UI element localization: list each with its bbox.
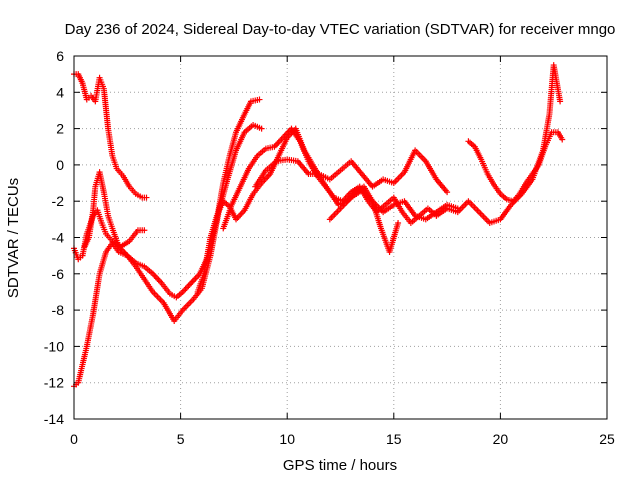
x-tick-label: 25 xyxy=(599,431,615,447)
series-sat-c xyxy=(71,96,263,390)
x-tick-label: 15 xyxy=(386,431,402,447)
y-tick-label: 2 xyxy=(56,121,64,137)
y-axis-label: SDTVAR / TECUs xyxy=(5,178,22,298)
y-tick-label: 0 xyxy=(56,157,64,173)
data-point xyxy=(256,96,263,103)
y-tick-label: -10 xyxy=(44,338,64,354)
x-tick-label: 20 xyxy=(493,431,509,447)
x-axis-label: GPS time / hours xyxy=(283,457,397,474)
series-sat-h xyxy=(326,187,461,223)
plot-frame xyxy=(73,55,608,420)
y-tick-label: 6 xyxy=(56,48,64,64)
y-tick-label: -14 xyxy=(44,411,64,427)
grid xyxy=(74,56,607,419)
data-point xyxy=(444,189,451,196)
y-tick-label: -6 xyxy=(52,266,65,282)
y-tick-label: -12 xyxy=(44,375,64,391)
data-point xyxy=(557,98,564,105)
y-tick-label: 4 xyxy=(56,84,64,100)
chart-title: Day 236 of 2024, Sidereal Day-to-day VTE… xyxy=(65,21,616,38)
data-point xyxy=(395,219,402,226)
y-tick-label: -8 xyxy=(52,302,65,318)
axis-ticks: -14 -12 -10 -8 -6 -4 -2 0 2 4 6 0 5 10 15 20 25 xyxy=(44,48,615,447)
x-tick-label: 0 xyxy=(70,431,78,447)
series-sat-f xyxy=(220,125,440,232)
x-tick-label: 10 xyxy=(279,431,295,447)
series-sat-a xyxy=(71,71,150,201)
data-point xyxy=(559,136,566,143)
series-sat-e xyxy=(194,125,402,295)
y-tick-label: -4 xyxy=(52,230,65,246)
data-point xyxy=(258,125,265,132)
data-point xyxy=(143,194,150,201)
data-point xyxy=(141,227,148,234)
series-sat-d xyxy=(81,121,265,324)
y-tick-label: -2 xyxy=(52,193,65,209)
series-sat-g xyxy=(252,147,451,196)
series-sat-j xyxy=(465,129,566,205)
x-tick-label: 5 xyxy=(177,431,185,447)
data-points xyxy=(71,62,566,390)
